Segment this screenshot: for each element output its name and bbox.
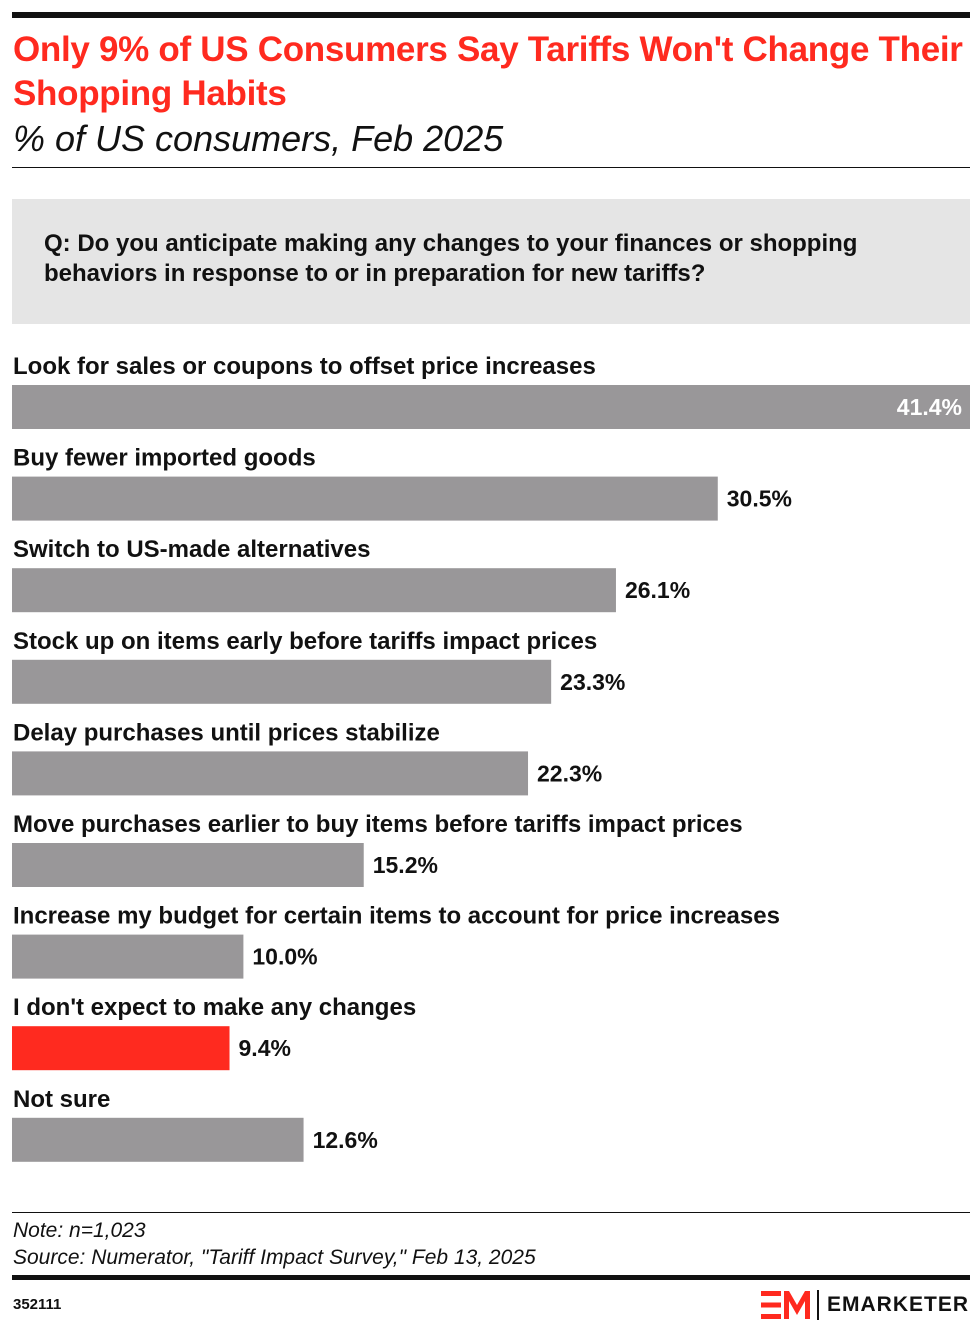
chart-note: Note: n=1,023 (13, 1219, 146, 1242)
value-label: 26.1% (625, 577, 690, 603)
category-label: Move purchases earlier to buy items befo… (13, 811, 743, 838)
bar (12, 659, 552, 704)
value-label: 12.6% (313, 1127, 378, 1153)
footer-rule (12, 1212, 970, 1213)
category-label: Stock up on items early before tariffs i… (13, 628, 597, 655)
bar (12, 843, 364, 887)
category-label: Increase my budget for certain items to … (13, 903, 780, 930)
top-rule (12, 12, 970, 18)
category-label: Delay purchases until prices stabilize (13, 719, 440, 746)
bar (12, 476, 718, 521)
bar (12, 751, 529, 796)
category-label: Look for sales or coupons to offset pric… (13, 353, 596, 380)
emarketer-logo: EMARKETER (760, 1288, 969, 1322)
value-label: 9.4% (239, 1035, 291, 1061)
highlight-bar (12, 1026, 230, 1071)
category-label: Switch to US-made alternatives (13, 536, 370, 563)
em-logo-icon (760, 1291, 810, 1319)
value-label: 30.5% (727, 486, 792, 512)
question-box: Q: Do you anticipate making any changes … (12, 199, 970, 324)
category-label: I don't expect to make any changes (13, 994, 416, 1021)
survey-question: Q: Do you anticipate making any changes … (44, 230, 858, 287)
bar (12, 568, 616, 613)
category-label: Buy fewer imported goods (13, 445, 316, 472)
value-label: 41.4% (897, 394, 962, 420)
logo-divider (816, 1290, 819, 1320)
category-label: Not sure (13, 1086, 110, 1113)
brand-name: EMARKETER (826, 1293, 969, 1316)
bar (12, 385, 970, 429)
footer-thick-rule (12, 1275, 970, 1280)
value-label: 23.3% (560, 669, 625, 695)
chart-subtitle: % of US consumers, Feb 2025 (13, 118, 504, 159)
bar (12, 934, 244, 979)
value-label: 10.0% (252, 944, 317, 970)
chart-title: Only 9% of US Consumers Say Tariffs Won'… (13, 30, 963, 113)
chart-id: 352111 (13, 1296, 62, 1313)
subtitle-rule (12, 167, 970, 168)
bar (12, 1117, 304, 1162)
value-label: 15.2% (373, 852, 438, 878)
chart-source: Source: Numerator, "Tariff Impact Survey… (13, 1246, 536, 1269)
value-label: 22.3% (537, 760, 602, 786)
